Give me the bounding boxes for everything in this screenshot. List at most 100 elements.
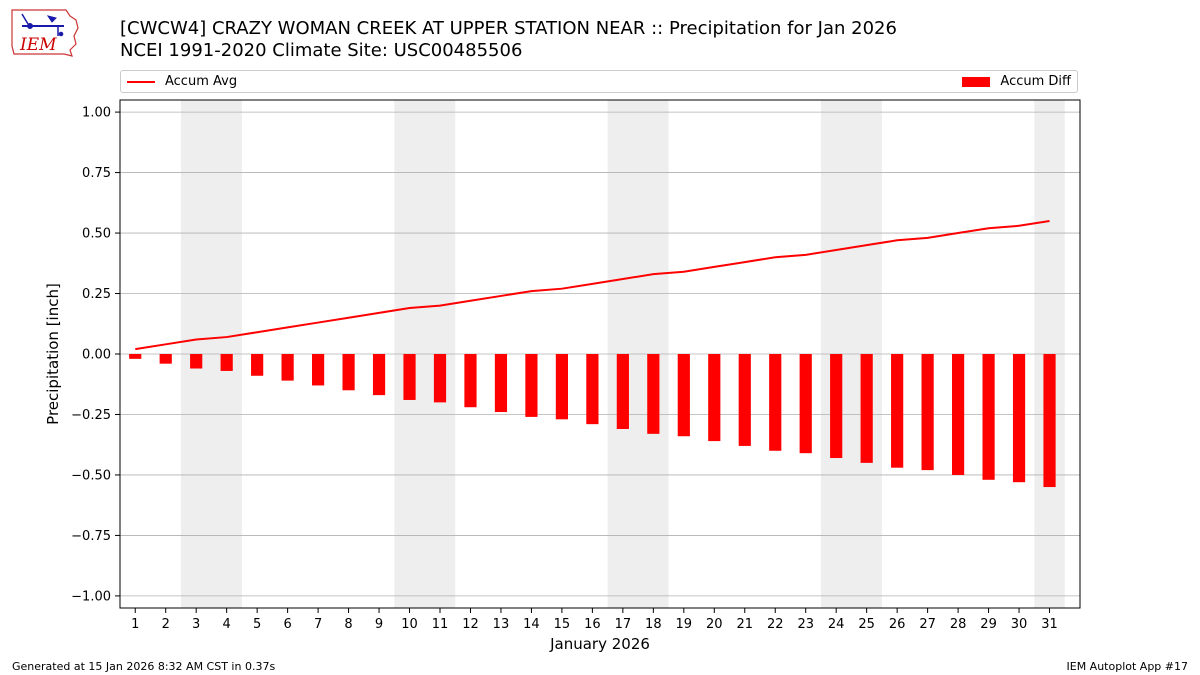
x-tick-label: 6: [283, 617, 291, 632]
weekend-shade-band: [394, 100, 456, 608]
x-tick-label: 7: [314, 617, 322, 632]
gridlines: [120, 111, 1080, 597]
legend-bar-swatch: [962, 76, 991, 87]
accum-diff-bar: [952, 354, 965, 475]
plot-frame: [119, 99, 1081, 609]
accum-diff-bar: [860, 354, 873, 463]
accum-diff-bar: [190, 354, 203, 369]
accum-diff-bar: [281, 354, 294, 381]
x-tick-label: 11: [432, 617, 449, 632]
y-tick-label: 1.00: [82, 106, 111, 121]
x-tick-label: 10: [401, 617, 418, 632]
x-tick-label: 16: [584, 617, 601, 632]
x-tick-label: 20: [706, 617, 723, 632]
x-tick-label: 30: [1011, 617, 1028, 632]
legend-item-accum-diff: Accum Diff: [962, 74, 1071, 89]
x-tick-label: 29: [980, 617, 997, 632]
legend-label-accum-avg: Accum Avg: [165, 74, 238, 89]
y-tick-label: −0.50: [71, 468, 111, 483]
accum-diff-bar: [220, 354, 233, 371]
x-tick-label: 5: [253, 617, 261, 632]
weekend-shade-band: [1034, 100, 1065, 608]
x-tick-label: 17: [615, 617, 632, 632]
y-tick-label: 0.00: [82, 348, 111, 363]
accum-diff-bar: [159, 354, 172, 364]
y-axis-ticks: 1.00 0.75 0.50 0.25 0.00 −0.25 −0.50 −0.75 −1.00: [71, 106, 120, 604]
accum-avg-polyline: [135, 219, 1050, 351]
x-tick-label: 1: [131, 617, 139, 632]
x-tick-label: 28: [950, 617, 967, 632]
accum-diff-bar: [586, 354, 599, 425]
y-tick-label: 0.75: [82, 166, 111, 181]
accum-diff-bar: [982, 354, 995, 480]
footer-generated-text: Generated at 15 Jan 2026 8:32 AM CST in …: [12, 660, 276, 673]
footer-app-text: IEM Autoplot App #17: [1066, 660, 1189, 673]
accum-diff-bar: [464, 354, 477, 408]
accum-diff-bars: [129, 354, 1056, 488]
accum-diff-bar: [1012, 354, 1026, 483]
x-tick-label: 27: [919, 617, 936, 632]
accum-diff-bar: [799, 354, 812, 454]
x-tick-label: 14: [523, 617, 540, 632]
x-tick-label: 13: [493, 617, 510, 632]
legend-label-accum-diff: Accum Diff: [1000, 74, 1071, 89]
x-tick-label: 15: [554, 617, 571, 632]
weekend-shade-band: [607, 100, 669, 608]
accum-diff-bar: [921, 354, 934, 471]
x-tick-label: 12: [462, 617, 479, 632]
accum-diff-bar: [129, 354, 142, 359]
y-tick-label: −0.25: [71, 408, 111, 423]
logo-text: IEM: [19, 35, 57, 55]
x-tick-label: 23: [797, 617, 814, 632]
accum-diff-bar: [830, 354, 843, 459]
weekend-shade-band: [820, 100, 882, 608]
weather-station-icon: [21, 13, 64, 37]
iem-logo: IEM: [11, 9, 79, 57]
accum-diff-bar: [251, 354, 264, 376]
y-tick-label: −1.00: [71, 589, 111, 604]
accum-diff-bar: [1043, 354, 1056, 488]
y-axis-label: Precipitation [inch]: [44, 283, 62, 425]
weekend-shading: [180, 100, 1065, 608]
accum-diff-bar: [677, 354, 690, 437]
y-tick-label: −0.75: [71, 529, 111, 544]
accum-diff-bar: [372, 354, 386, 396]
x-tick-label: 18: [645, 617, 662, 632]
accum-diff-bar: [891, 354, 904, 468]
x-tick-label: 4: [223, 617, 231, 632]
accum-diff-bar: [312, 354, 325, 386]
x-tick-label: 2: [162, 617, 170, 632]
x-tick-label: 31: [1041, 617, 1058, 632]
chart-subtitle: NCEI 1991-2020 Climate Site: USC00485506: [120, 40, 523, 61]
y-tick-label: 0.50: [82, 227, 111, 242]
x-tick-label: 8: [344, 617, 352, 632]
accum-diff-bar: [494, 354, 508, 413]
legend-item-accum-avg: Accum Avg: [127, 74, 237, 89]
accum-diff-bar: [525, 354, 538, 417]
accum-diff-bar: [708, 354, 721, 442]
x-tick-label: 24: [828, 617, 845, 632]
iowa-outline-icon: [11, 9, 79, 57]
chart-title: [CWCW4] CRAZY WOMAN CREEK AT UPPER STATI…: [120, 18, 897, 39]
accum-diff-bar: [403, 354, 416, 400]
accum-diff-bar: [555, 354, 568, 420]
x-tick-label: 3: [192, 617, 200, 632]
accum-diff-bar: [616, 354, 629, 429]
y-tick-label: 0.25: [82, 287, 111, 302]
legend: Accum Avg Accum Diff: [120, 70, 1078, 93]
accum-diff-bar: [433, 354, 447, 403]
accum-avg-line: [135, 219, 1050, 351]
accum-diff-bar: [647, 354, 660, 434]
x-tick-label: 9: [375, 617, 383, 632]
x-tick-label: 22: [767, 617, 784, 632]
x-tick-label: 21: [736, 617, 753, 632]
accum-diff-bar: [342, 354, 355, 391]
legend-line-swatch: [127, 80, 155, 83]
x-axis-label: January 2026: [549, 635, 650, 653]
accum-diff-bar: [738, 354, 751, 446]
x-tick-label: 26: [889, 617, 906, 632]
x-tick-label: 19: [676, 617, 693, 632]
x-axis-ticks: 1 2 3 4 5 6 7 8 9 10 11 12 13 14 15 16 17 18 19 20 21 22 23 24 2…: [131, 608, 1058, 632]
accum-diff-bar: [769, 354, 782, 451]
